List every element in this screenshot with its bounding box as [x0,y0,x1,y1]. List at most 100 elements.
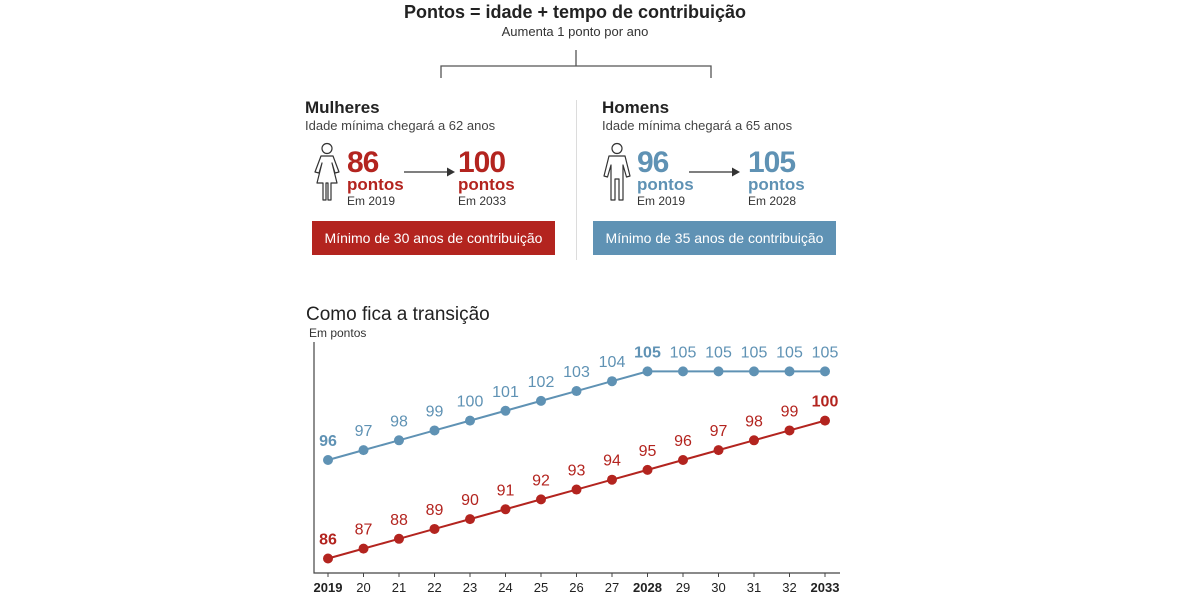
mulheres-data-point [678,455,688,465]
mulheres-data-point [713,445,724,456]
homens-data-point [358,445,369,456]
x-tick-label: 2019 [314,580,343,595]
mulheres-data-point [429,523,440,534]
x-tick-label: 31 [747,580,761,595]
mulheres-data-point [571,484,582,495]
x-tick-label: 25 [534,580,548,595]
arrow-right-icon [404,167,455,177]
mulheres-data-label: 91 [497,482,515,499]
mulheres-data-point [749,435,759,446]
chart-subtitle: Em pontos [309,326,367,340]
homens-data-point [678,366,688,377]
women-subtitle: Idade mínima chegará a 62 anos [305,118,496,133]
x-tick-label: 2033 [811,580,840,595]
mulheres-data-point [323,553,333,564]
homens-data-label: 105 [776,344,803,361]
x-tick-label: 2028 [633,580,662,595]
group-divider [576,100,577,260]
homens-data-point [642,366,653,377]
man-icon [603,142,631,201]
homens-data-point [749,366,759,377]
mulheres-data-point [642,464,653,475]
men-title: Homens [602,98,670,117]
x-tick-label: 20 [356,580,370,595]
women-from-unit: pontos [347,175,404,194]
mulheres-data-label: 89 [426,502,444,519]
homens-data-label: 105 [705,344,732,361]
mulheres-data-label: 100 [812,394,839,411]
mulheres-data-label: 90 [461,492,479,509]
x-tick-label: 22 [427,580,441,595]
homens-data-point [394,435,404,446]
homens-data-point [429,425,440,436]
mulheres-data-point [358,543,369,554]
mulheres-data-label: 97 [710,423,728,440]
homens-data-point [500,405,511,416]
homens-data-point [713,366,724,377]
men-to-value: 105 [748,146,796,179]
arrow-right-icon [689,167,740,177]
men-subtitle: Idade mínima chegará a 65 anos [602,118,793,133]
mulheres-data-point [465,514,475,525]
men-from-unit: pontos [637,175,694,194]
homens-data-point [820,366,830,377]
mulheres-data-point [500,504,511,515]
homens-data-label: 98 [390,413,408,430]
mulheres-data-label: 88 [390,512,408,529]
mulheres-data-point [820,415,830,426]
x-tick-label: 24 [498,580,512,595]
women-to-value: 100 [458,146,506,179]
bracket-connector [440,50,712,78]
women-from-value: 86 [347,146,379,179]
homens-data-point [536,395,546,406]
mulheres-data-point [394,533,404,544]
x-tick-label: 29 [676,580,690,595]
chart-axes [313,342,840,574]
homens-data-label: 97 [355,423,373,440]
homens-data-label: 104 [599,354,626,371]
main-subtitle: Aumenta 1 ponto por ano [501,24,649,39]
mulheres-data-point [607,474,617,485]
homens-data-label: 105 [634,344,661,361]
homens-data-label: 96 [319,433,337,450]
homens-data-point [465,415,475,426]
women-from-year: Em 2019 [347,194,396,208]
mulheres-data-label: 95 [639,443,657,460]
men-from-value: 96 [637,146,669,179]
women-requirement-bar: Mínimo de 30 anos de contribuição [312,221,555,255]
homens-data-label: 103 [563,364,590,381]
women-to-unit: pontos [458,175,515,194]
mulheres-data-label: 92 [532,472,550,489]
mulheres-data-point [784,425,795,436]
main-title: Pontos = idade + tempo de contribuição [403,2,747,22]
mulheres-data-point [536,494,546,505]
x-tick-label: 23 [463,580,477,595]
x-tick-label: 27 [605,580,619,595]
women-title: Mulheres [305,98,380,117]
homens-data-point [571,386,582,397]
men-to-year: Em 2028 [748,194,797,208]
mulheres-data-label: 94 [603,453,621,470]
x-tick-label: 21 [392,580,406,595]
x-tick-label: 26 [569,580,583,595]
x-tick-label: 30 [711,580,725,595]
mulheres-data-label: 99 [781,403,799,420]
homens-data-label: 101 [492,384,519,401]
x-tick-label: 32 [782,580,796,595]
men-requirement-bar: Mínimo de 35 anos de contribuição [593,221,836,255]
homens-data-point [784,366,795,377]
men-to-unit: pontos [748,175,805,194]
homens-data-label: 100 [457,394,484,411]
women-to-year: Em 2033 [458,194,507,208]
woman-icon [314,142,340,201]
homens-data-point [607,376,617,387]
homens-data-label: 102 [528,374,555,391]
mulheres-data-label: 87 [355,522,373,539]
mulheres-data-label: 98 [745,413,763,430]
mulheres-data-label: 96 [674,433,692,450]
homens-data-point [323,455,333,465]
homens-data-label: 105 [812,344,839,361]
homens-data-label: 105 [741,344,768,361]
chart-title: Como fica a transição [306,304,490,325]
